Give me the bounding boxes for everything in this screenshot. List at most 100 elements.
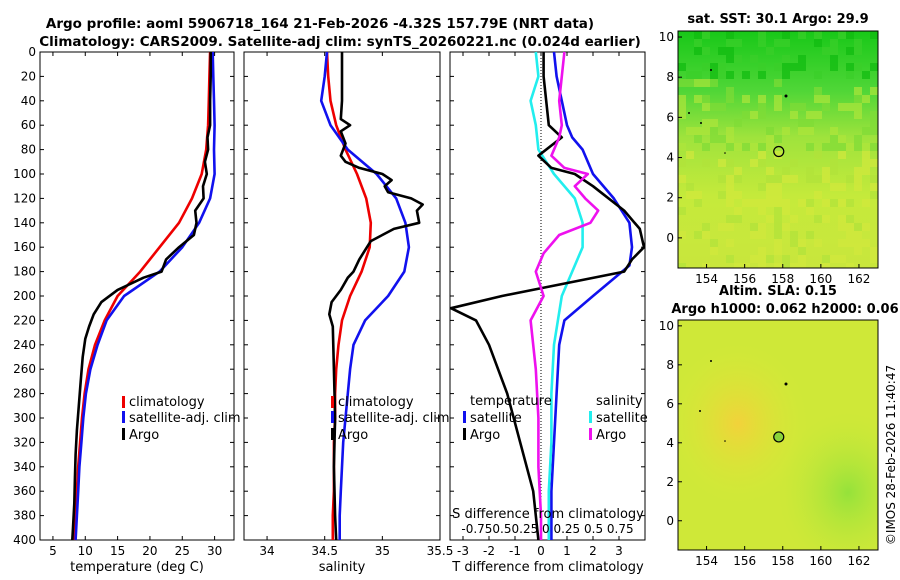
sst-cell bbox=[758, 223, 766, 231]
legend-label-temp-satellite: satellite bbox=[470, 411, 522, 426]
sst-cell bbox=[702, 103, 710, 111]
sst-cell bbox=[806, 127, 814, 135]
sst-cell bbox=[710, 79, 718, 87]
y-tick-label: 240 bbox=[13, 338, 36, 352]
temperature-panel: 5 10 15 20 25 3002040608010012014016018020022… bbox=[13, 45, 241, 575]
legend-label-climatology: climatology bbox=[129, 395, 205, 410]
island-outline bbox=[699, 410, 701, 412]
sst-cell bbox=[758, 255, 766, 263]
sst-cell bbox=[766, 255, 774, 263]
sst-cell bbox=[806, 207, 814, 215]
sst-cell bbox=[686, 183, 694, 191]
sst-cell bbox=[742, 111, 750, 119]
x-tick-label: 30 bbox=[207, 544, 222, 558]
sst-cell bbox=[790, 175, 798, 183]
sst-cell bbox=[854, 183, 862, 191]
sst-cell bbox=[830, 143, 838, 151]
map-y-tick-label: 6 bbox=[666, 110, 674, 124]
sst-cell bbox=[806, 143, 814, 151]
sst-cell bbox=[718, 47, 726, 55]
map-x-tick-label: 162 bbox=[847, 554, 870, 568]
sst-cell bbox=[766, 167, 774, 175]
series-line-satellite-adj-clim bbox=[74, 51, 216, 541]
sst-cell bbox=[838, 103, 846, 111]
sst-cell bbox=[814, 71, 822, 79]
sst-cell bbox=[822, 175, 830, 183]
sst-cell bbox=[710, 247, 718, 255]
x-tick-label: 35 bbox=[375, 544, 390, 558]
x-tick-label: 25 bbox=[175, 544, 190, 558]
sst-cell bbox=[702, 47, 710, 55]
legend-label-sal-satellite: satellite bbox=[596, 411, 648, 426]
sst-cell bbox=[758, 231, 766, 239]
sst-cell bbox=[870, 159, 878, 167]
sst-cell bbox=[846, 199, 854, 207]
legend-label-argo: Argo bbox=[338, 428, 368, 443]
sst-cell bbox=[806, 231, 814, 239]
series-line-temperature-argo bbox=[449, 52, 646, 541]
sst-map-panel: sat. SST: 30.1 Argo: 29.9 154 156 158 160 16… bbox=[659, 12, 879, 286]
sst-cell bbox=[798, 63, 806, 71]
sst-cell bbox=[854, 143, 862, 151]
sst-cell bbox=[766, 175, 774, 183]
sst-cell bbox=[758, 103, 766, 111]
y-tick-label: 280 bbox=[13, 387, 36, 401]
sst-cell bbox=[734, 55, 742, 63]
sst-cell bbox=[710, 63, 718, 71]
y-tick-label: 180 bbox=[13, 265, 36, 279]
sst-cell bbox=[822, 47, 830, 55]
sst-cell bbox=[838, 31, 846, 39]
sst-cell bbox=[814, 87, 822, 95]
y-tick-label: 20 bbox=[21, 69, 36, 83]
sst-cell bbox=[862, 71, 870, 79]
sst-cell bbox=[766, 183, 774, 191]
sst-cell bbox=[774, 215, 782, 223]
altim-land-dots bbox=[699, 360, 788, 442]
sst-cell bbox=[774, 183, 782, 191]
sst-cell bbox=[726, 31, 734, 39]
sst-cell bbox=[870, 255, 878, 263]
sst-cell bbox=[798, 119, 806, 127]
sst-cell bbox=[774, 95, 782, 103]
sst-cell bbox=[838, 239, 846, 247]
sst-cell bbox=[758, 143, 766, 151]
sst-cell bbox=[814, 239, 822, 247]
y-tick-label: 360 bbox=[13, 484, 36, 498]
sst-cell bbox=[702, 223, 710, 231]
island-outline bbox=[700, 122, 702, 124]
x-tick-label: 35.5 bbox=[427, 544, 454, 558]
sst-cell bbox=[822, 263, 830, 268]
sst-cell bbox=[734, 215, 742, 223]
sst-cell bbox=[822, 255, 830, 263]
sst-cell bbox=[766, 127, 774, 135]
x-tick-label: 5 bbox=[49, 544, 57, 558]
y-tick-label: 260 bbox=[13, 362, 36, 376]
argo-float-marker bbox=[773, 145, 785, 158]
sst-cell bbox=[774, 207, 782, 215]
salinity-panel: 34 34.5 35 35.5 salinity climatology satell… bbox=[243, 51, 454, 575]
sst-cell bbox=[846, 239, 854, 247]
legend-swatch-climatology bbox=[122, 396, 125, 408]
sst-cell bbox=[702, 231, 710, 239]
sst-cell bbox=[774, 223, 782, 231]
y-tick-label: 380 bbox=[13, 509, 36, 523]
map-y-tick-label: 2 bbox=[666, 191, 674, 205]
sst-cell bbox=[782, 255, 790, 263]
island-outline bbox=[784, 94, 788, 98]
legend-swatch-satellite-adj-clim bbox=[122, 411, 125, 423]
sst-cell bbox=[758, 95, 766, 103]
sst-cell bbox=[774, 239, 782, 247]
sst-cell bbox=[766, 47, 774, 55]
y-tick-label: 400 bbox=[13, 533, 36, 547]
sst-cell bbox=[758, 199, 766, 207]
sst-cell bbox=[758, 159, 766, 167]
series-line-salinity-satellite bbox=[529, 51, 584, 540]
sst-cell bbox=[774, 63, 782, 71]
sst-cell bbox=[678, 111, 686, 119]
sst-cell bbox=[694, 71, 702, 79]
sst-cell bbox=[790, 239, 798, 247]
sst-cell bbox=[718, 63, 726, 71]
sst-cell bbox=[710, 119, 718, 127]
sst-cell bbox=[838, 223, 846, 231]
legend-swatch-climatology bbox=[331, 396, 334, 408]
